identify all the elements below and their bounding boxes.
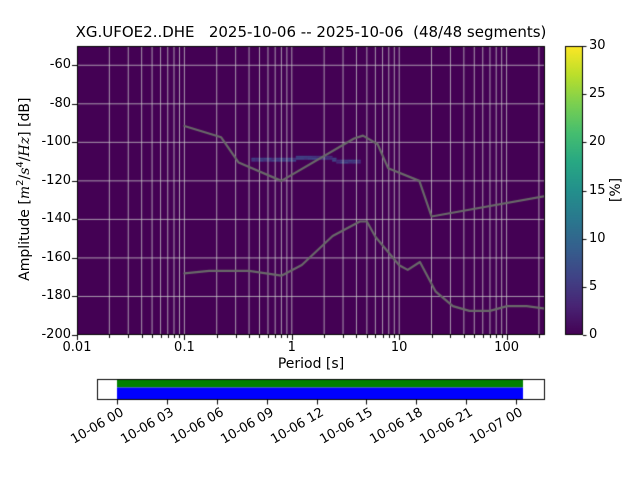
x-tick-label: 1 [287, 340, 296, 355]
x-tick-label: 100 [494, 340, 519, 355]
x-tick-label: 0.1 [174, 340, 195, 355]
colorbar-tick-label: 25 [589, 86, 606, 102]
colorbar-tick-label: 15 [589, 182, 606, 198]
colorbar-tick-label: 10 [589, 230, 606, 246]
colorbar-tick-label: 20 [589, 134, 606, 150]
plot-title: XG.UFOE2..DHE 2025-10-06 -- 2025-10-06 (… [75, 23, 547, 41]
y-tick-label: -120 [41, 172, 71, 188]
y-tick-label: -140 [41, 211, 71, 227]
y-tick-label: -80 [49, 95, 71, 111]
colorbar-tick-label: 30 [589, 38, 606, 53]
y-tick-label: -160 [41, 249, 71, 265]
x-axis-label: Period [s] [277, 356, 345, 372]
y-tick-label: -200 [41, 327, 71, 342]
y-tick-label: -180 [41, 288, 71, 304]
colorbar-tick-label: 5 [589, 278, 598, 294]
x-tick-label: 0.01 [62, 340, 92, 355]
colorbar-tick-label: 0 [589, 327, 598, 342]
y-tick-label: -100 [41, 134, 71, 150]
x-tick-label: 10 [390, 340, 408, 355]
y-tick-label: -60 [49, 57, 71, 73]
